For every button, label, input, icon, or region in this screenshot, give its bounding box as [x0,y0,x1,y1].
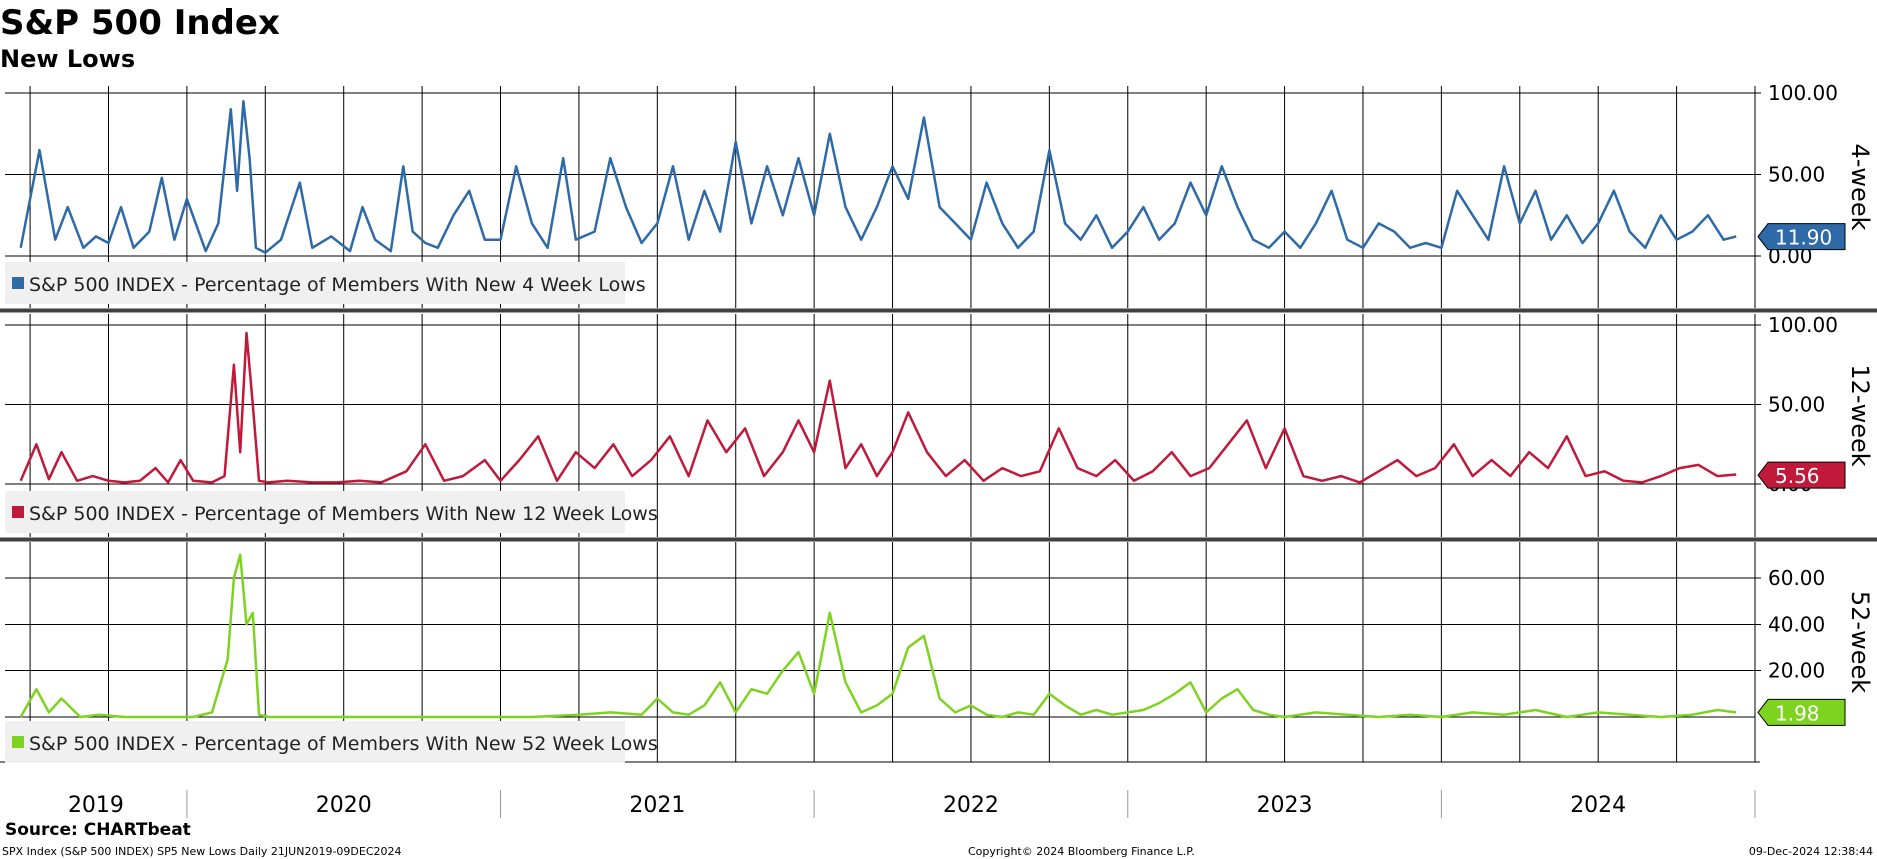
series-line [19,553,1737,719]
panel-52-week: 60.00 40.00 20.00 1.98 52-week S&P 500 INDEX … [5,542,1874,763]
page-subtitle: New Lows [0,45,136,73]
y-tick-label: 20.00 [1768,659,1825,683]
x-tick-label: 2021 [629,793,685,818]
panel-label: 4-week [1846,144,1874,231]
y-tick-label: 100.00 [1768,81,1838,105]
y-tick-label: 50.00 [1768,393,1825,417]
panel-label: 52-week [1846,591,1874,693]
footer-timestamp: 09-Dec-2024 12:38:44 [1748,845,1873,858]
last-value-tag: 11.90 [1757,223,1846,251]
x-tick-label: 2023 [1257,793,1313,818]
footer-ticker-note: SPX Index (S&P 500 INDEX) SP5 New Lows D… [2,845,402,858]
x-tick-label: 2019 [68,793,124,818]
legend-label: S&P 500 INDEX - Percentage of Members Wi… [29,274,646,296]
last-value-tag: 5.56 [1757,461,1846,489]
x-tick-label: 2024 [1570,793,1626,818]
x-tick-label: 2020 [316,793,372,818]
series-line [19,99,1737,254]
x-axis: 2019 2020 2021 2022 2023 2024 [68,790,1756,818]
legend-swatch [12,736,24,748]
legend: S&P 500 INDEX - Percentage of Members Wi… [5,721,658,763]
footer-copyright: Copyright© 2024 Bloomberg Finance L.P. [968,845,1195,858]
legend: S&P 500 INDEX - Percentage of Members Wi… [5,262,646,304]
y-tick-label: 60.00 [1768,566,1825,590]
legend-swatch [12,277,24,289]
y-tick-label: 50.00 [1768,163,1825,187]
series-line [19,331,1737,484]
last-value-tag: 1.98 [1757,698,1846,726]
y-tick-label: 40.00 [1768,613,1825,637]
legend: S&P 500 INDEX - Percentage of Members Wi… [5,491,658,533]
y-tick-label: 100.00 [1768,313,1838,337]
last-value-label: 5.56 [1775,464,1820,488]
legend-label: S&P 500 INDEX - Percentage of Members Wi… [29,733,658,755]
last-value-label: 1.98 [1775,701,1820,725]
source-note: Source: CHARTbeat [5,820,191,840]
legend-swatch [12,506,24,518]
page-title: S&P 500 Index [0,3,280,43]
x-tick-label: 2022 [943,793,999,818]
legend-label: S&P 500 INDEX - Percentage of Members Wi… [29,503,658,525]
last-value-label: 11.90 [1775,226,1832,250]
panel-label: 12-week [1846,364,1874,466]
